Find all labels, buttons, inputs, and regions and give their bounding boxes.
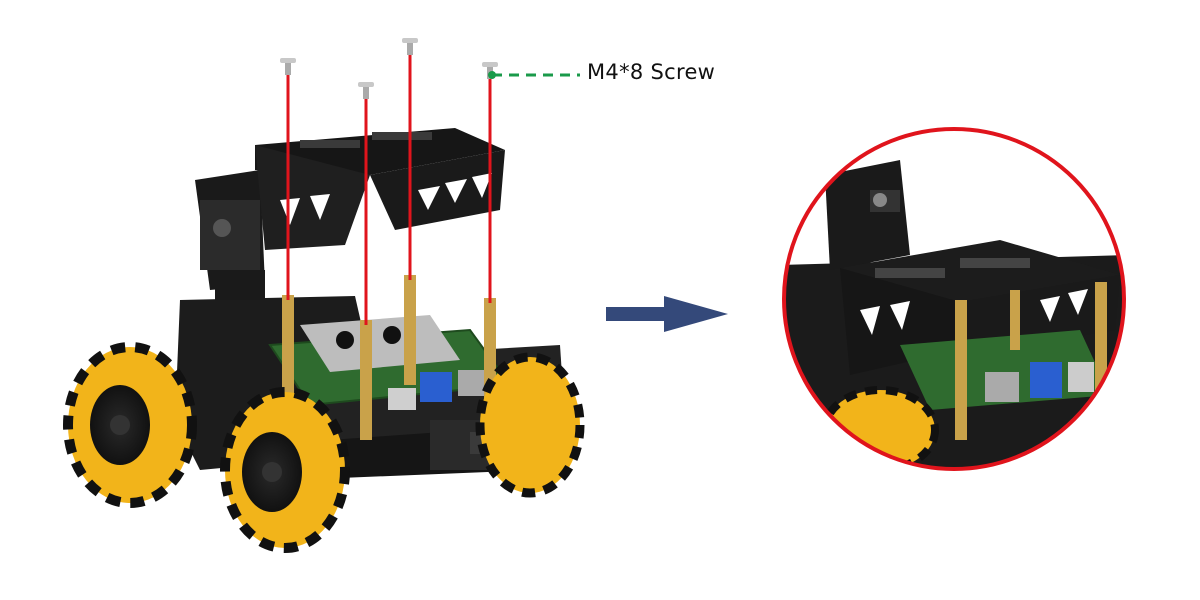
mecanum-wheel <box>220 387 350 553</box>
screw-group <box>280 38 498 325</box>
zoom-detail <box>782 127 1126 471</box>
standoff-group <box>282 275 496 440</box>
standoff <box>404 275 416 385</box>
screw-callout-label: M4*8 Screw <box>587 60 716 84</box>
robot-car-illustration <box>63 38 585 553</box>
mecanum-wheel <box>475 352 585 498</box>
control-board <box>268 315 512 410</box>
servo-mount <box>195 170 265 300</box>
screw-callout <box>488 71 580 79</box>
top-plate <box>255 128 505 250</box>
right-arrow-icon <box>606 296 728 332</box>
mecanum-wheel <box>63 342 197 508</box>
screw <box>358 82 374 325</box>
zoom-ring <box>782 127 1126 471</box>
dot-icon <box>488 71 496 79</box>
screw <box>280 58 296 300</box>
standoff <box>282 295 294 405</box>
standoff <box>360 320 372 440</box>
screw <box>402 38 418 280</box>
